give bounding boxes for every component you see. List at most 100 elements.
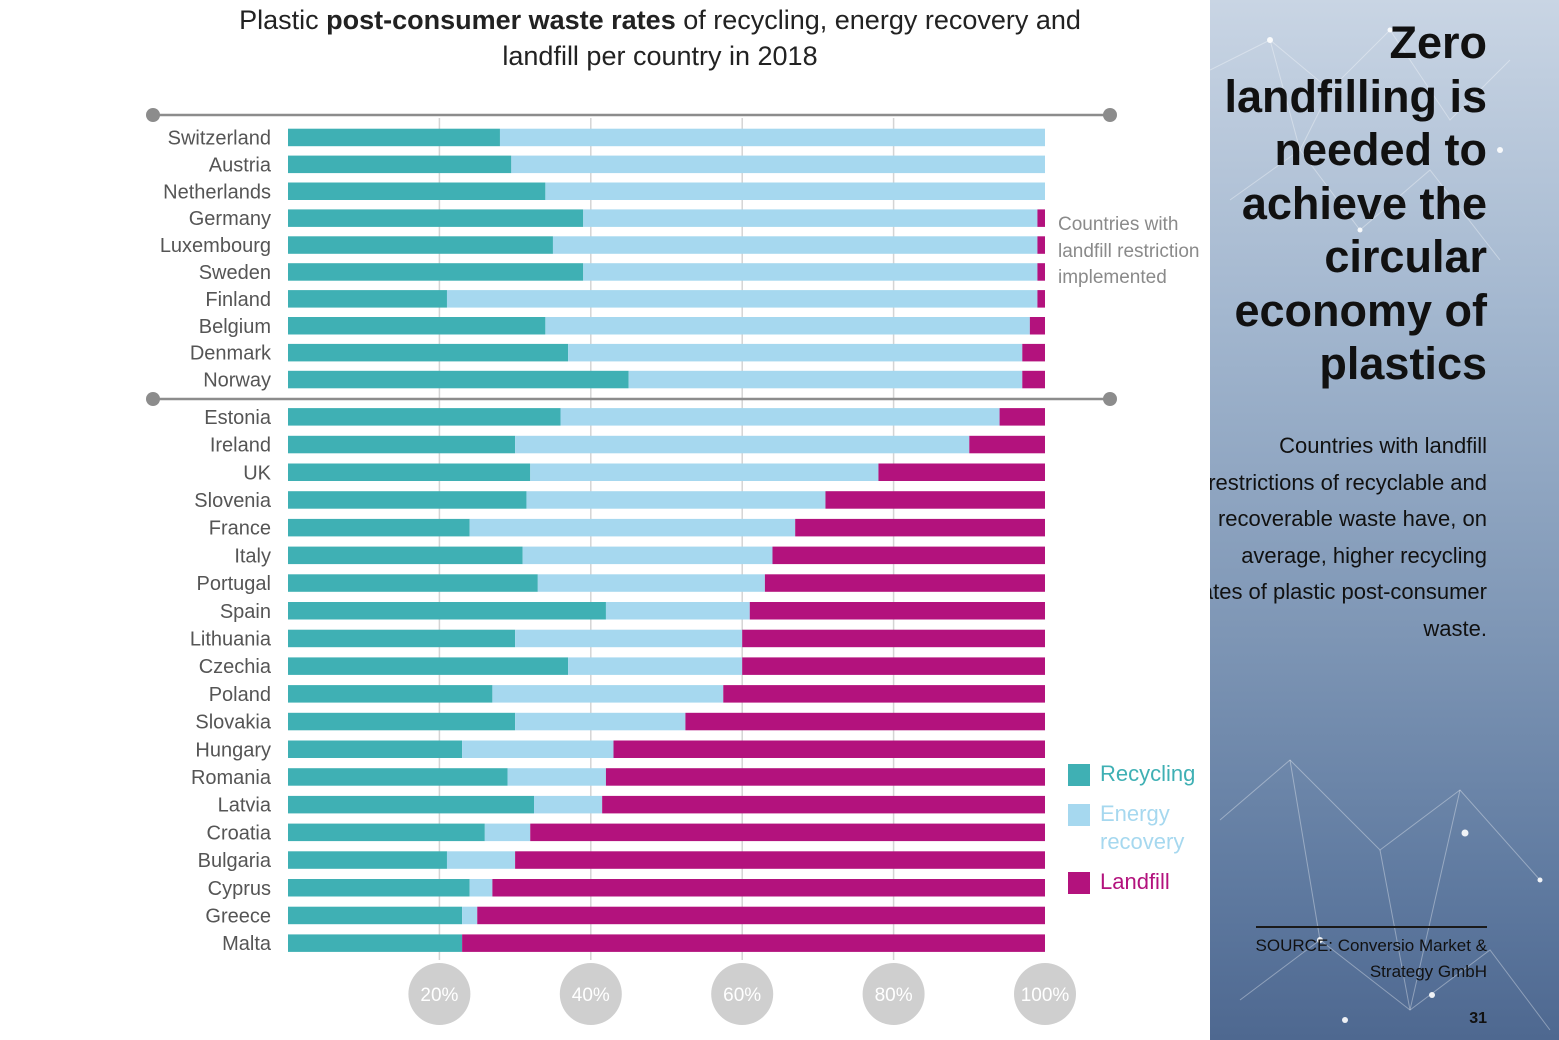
bar-energy-recovery-austria [511,155,1045,174]
bar-landfill-poland [723,685,1045,703]
bar-landfill-spain [749,602,1045,620]
bar-landfill-france [795,518,1045,537]
category-label: Lithuania [190,628,272,650]
category-label: Bulgaria [198,850,272,872]
bar-recycling-hungary [288,740,463,758]
bar-landfill-czechia [742,657,1045,675]
sidebar-panel: Zero landfilling is needed to achieve th… [1210,0,1559,1040]
bar-landfill-hungary [613,740,1045,758]
bar-recycling-romania [288,768,508,786]
category-label: Croatia [207,822,272,844]
legend-item-recycling: Recycling [1068,760,1210,788]
bar-landfill-estonia [999,408,1045,426]
legend: Recycling Energy recovery Landfill [1068,760,1210,908]
bar-landfill-portugal [764,574,1045,592]
bar-landfill-uk [878,463,1045,481]
bar-energy-recovery-croatia [484,823,531,842]
sidebar-body-text: Countries with landfill restrictions of … [1210,433,1487,641]
bar-landfill-norway [1022,370,1045,389]
page-number: 31 [1469,1010,1487,1027]
x-tick-bubble [862,963,925,1025]
bar-recycling-cyprus [288,879,470,897]
bar-recycling-uk [288,463,531,481]
category-label: Germany [189,208,271,230]
bar-energy-recovery-uk [530,463,879,481]
bar-landfill-belgium [1029,317,1045,335]
category-label: Netherlands [163,181,271,203]
sidebar-headline: Zero landfilling is needed to achieve th… [1224,17,1487,389]
bar-recycling-sweden [288,263,584,281]
x-tick-bubble [408,963,471,1025]
category-label: Slovenia [194,490,272,512]
category-label: Sweden [199,262,271,284]
bar-recycling-denmark [288,343,569,362]
bar-recycling-czechia [288,657,569,675]
bar-recycling-switzerland [288,128,500,147]
category-label: Switzerland [168,127,271,149]
group-separator-dot [1103,392,1117,406]
bar-recycling-latvia [288,795,535,814]
bar-recycling-norway [288,370,629,389]
bar-energy-recovery-netherlands [545,182,1045,200]
bar-recycling-bulgaria [288,851,447,869]
bar-energy-recovery-spain [605,602,750,620]
bar-landfill-lithuania [742,629,1045,648]
x-tick-label: 60% [723,985,761,1006]
category-label: Czechia [199,656,272,678]
category-label: Luxembourg [160,235,271,257]
title-bold: post-consumer waste rates [326,5,676,35]
group-separator-dot [1103,108,1117,122]
bar-landfill-latvia [602,795,1045,814]
bar-energy-recovery-slovakia [515,712,686,731]
legend-swatch-recycling [1068,764,1090,786]
bar-landfill-croatia [530,823,1045,842]
restriction-note: Countries with landfill restriction impl… [1058,214,1200,288]
bar-landfill-slovakia [685,712,1045,731]
group-separator-dot [146,392,160,406]
x-axis-ticks: 20% 40% 60% 80% 100% [408,963,1076,1025]
category-labels: Switzerland Austria Netherlands Germany Luxe… [160,127,272,955]
bar-recycling-ireland [288,435,516,454]
bar-energy-recovery-slovenia [526,491,826,509]
category-label: Hungary [195,739,271,761]
bar-recycling-estonia [288,408,561,426]
bar-landfill-romania [605,768,1045,786]
bar-recycling-malta [288,934,463,952]
category-label: Austria [209,154,272,176]
category-label: Latvia [218,795,272,817]
bar-landfill-greece [477,906,1045,925]
bar-energy-recovery-belgium [545,317,1030,335]
bar-landfill-bulgaria [515,851,1045,869]
gridlines [438,118,895,960]
bar-recycling-netherlands [288,182,546,200]
bar-recycling-germany [288,209,584,227]
network-background-graphic [1210,27,1551,1031]
title-part1: Plastic [239,5,327,35]
legend-label-energy-recovery: Energy recovery [1100,801,1185,854]
category-label: Romania [191,767,272,789]
bar-energy-recovery-lithuania [515,629,743,648]
bar-landfill-germany [1037,209,1045,227]
group-separators [146,108,1117,406]
stacked-bar-chart: Switzerland Austria Netherlands Germany Luxe… [146,108,1117,1025]
group-separator-dot [146,108,160,122]
category-label: Cyprus [208,878,271,900]
bar-recycling-slovakia [288,712,516,731]
legend-item-landfill: Landfill [1068,868,1210,896]
bar-energy-recovery-czechia [568,657,743,675]
bars [288,128,1046,952]
bar-energy-recovery-greece [462,906,478,925]
bar-energy-recovery-denmark [568,343,1023,362]
x-tick-label: 20% [420,985,458,1006]
category-label: Slovakia [195,712,271,734]
bar-energy-recovery-estonia [560,408,1000,426]
bar-energy-recovery-portugal [537,574,765,592]
source-divider [1256,926,1487,928]
x-tick-label: 40% [572,985,610,1006]
bar-landfill-slovenia [825,491,1045,509]
bar-recycling-lithuania [288,629,516,648]
bar-recycling-finland [288,290,447,308]
legend-item-energy-recovery: Energy recovery [1068,800,1210,856]
category-label: UK [243,462,271,484]
bar-energy-recovery-finland [446,290,1038,308]
